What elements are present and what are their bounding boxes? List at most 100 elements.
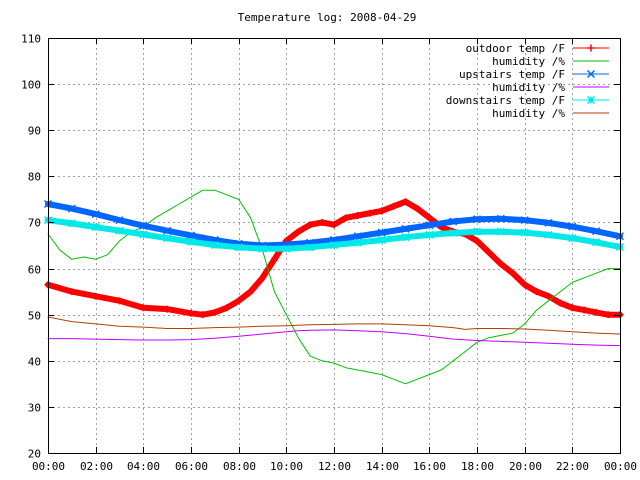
data-point: [223, 304, 231, 312]
y-tick-label: 90: [28, 125, 41, 138]
x-tick-label: 14:00: [366, 460, 399, 473]
y-tick-label: 50: [28, 310, 41, 323]
x-tick-label: 02:00: [80, 460, 113, 473]
data-point: [449, 229, 458, 238]
data-point: [568, 222, 577, 231]
data-point: [580, 306, 588, 314]
data-point: [425, 214, 433, 222]
series-4: [47, 329, 621, 347]
data-point: [306, 243, 315, 252]
data-point: [544, 230, 553, 239]
y-tick-label: 20: [28, 448, 41, 461]
legend-label: downstairs temp /F: [446, 94, 565, 107]
legend-label: humidity /%: [492, 55, 565, 68]
y-tick-label: 30: [28, 402, 41, 415]
data-point: [235, 297, 243, 305]
data-point: [294, 228, 302, 236]
data-point: [485, 248, 493, 256]
x-tick-label: 20:00: [509, 460, 542, 473]
y-tick-label: 40: [28, 356, 41, 369]
y-tick-label: 80: [28, 171, 41, 184]
data-point: [604, 311, 612, 319]
data-point: [353, 238, 362, 247]
data-point: [592, 227, 601, 236]
data-point: [353, 232, 362, 241]
data-point: [139, 230, 148, 239]
data-point: [259, 274, 266, 282]
x-tick-label: 06:00: [175, 460, 208, 473]
data-point: [401, 233, 410, 242]
data-point: [472, 215, 482, 224]
data-point: [378, 207, 386, 215]
data-point: [390, 202, 398, 210]
series-1: [44, 198, 624, 319]
x-tick-label: 04:00: [127, 460, 160, 473]
data-point: [270, 255, 278, 263]
data-point: [425, 230, 434, 239]
data-point: [92, 292, 100, 300]
data-point: [544, 218, 553, 227]
data-point: [520, 228, 529, 237]
data-point: [377, 235, 386, 244]
data-point: [556, 299, 564, 307]
data-point: [509, 269, 517, 277]
x-tick-label: 08:00: [223, 460, 256, 473]
legend-marker: [586, 69, 596, 79]
data-point: [402, 198, 409, 206]
data-point: [496, 214, 505, 223]
x-tick-label: 18:00: [461, 460, 494, 473]
series-6: [47, 316, 621, 335]
y-tick-label: 110: [21, 33, 41, 46]
data-point: [186, 237, 196, 246]
data-point: [163, 234, 172, 243]
data-point: [234, 243, 243, 252]
data-point: [520, 216, 529, 225]
data-point: [330, 221, 338, 229]
axes: 20 30 40 50 60 70 80 90 100 110 00:00 02:00 04:00 06:…: [21, 33, 637, 474]
data-point: [496, 227, 505, 236]
chart-title: Temperature log: 2008-04-29: [238, 11, 417, 24]
data-point: [425, 221, 434, 230]
data-point: [163, 226, 172, 235]
data-point: [210, 241, 219, 250]
data-point: [139, 221, 148, 230]
data-point: [67, 219, 76, 228]
series-5: [43, 216, 625, 253]
series-line: [47, 316, 621, 335]
legend-marker: [586, 95, 596, 105]
data-point: [354, 212, 362, 220]
x-tick-label: 12:00: [318, 460, 351, 473]
x-tick-label: 10:00: [270, 460, 303, 473]
data-point: [401, 224, 410, 233]
y-tick-label: 100: [21, 79, 41, 92]
data-point: [116, 297, 123, 305]
legend-label: upstairs temp /F: [459, 68, 565, 81]
data-point: [187, 309, 195, 317]
data-point: [413, 205, 421, 213]
data-point: [521, 281, 529, 289]
data-point: [545, 292, 552, 300]
x-tick-label: 00:00: [604, 460, 637, 473]
data-point: [163, 305, 171, 313]
data-point: [115, 216, 124, 225]
y-tick-label: 60: [28, 264, 41, 277]
y-tick-label: 70: [28, 217, 41, 230]
data-point: [592, 238, 601, 247]
data-point: [533, 288, 541, 296]
data-point: [306, 221, 314, 229]
data-point: [199, 311, 207, 319]
data-point: [247, 288, 255, 296]
legend-marker: [587, 44, 595, 52]
data-point: [497, 260, 505, 268]
data-point: [68, 288, 76, 296]
data-point: [366, 209, 374, 217]
data-point: [329, 241, 339, 250]
series-layer: [43, 189, 625, 385]
data-point: [282, 244, 291, 253]
data-point: [568, 234, 577, 243]
x-tick-label: 22:00: [556, 460, 589, 473]
data-point: [473, 237, 481, 245]
data-point: [318, 218, 326, 226]
legend-label: outdoor temp /F: [466, 42, 565, 55]
